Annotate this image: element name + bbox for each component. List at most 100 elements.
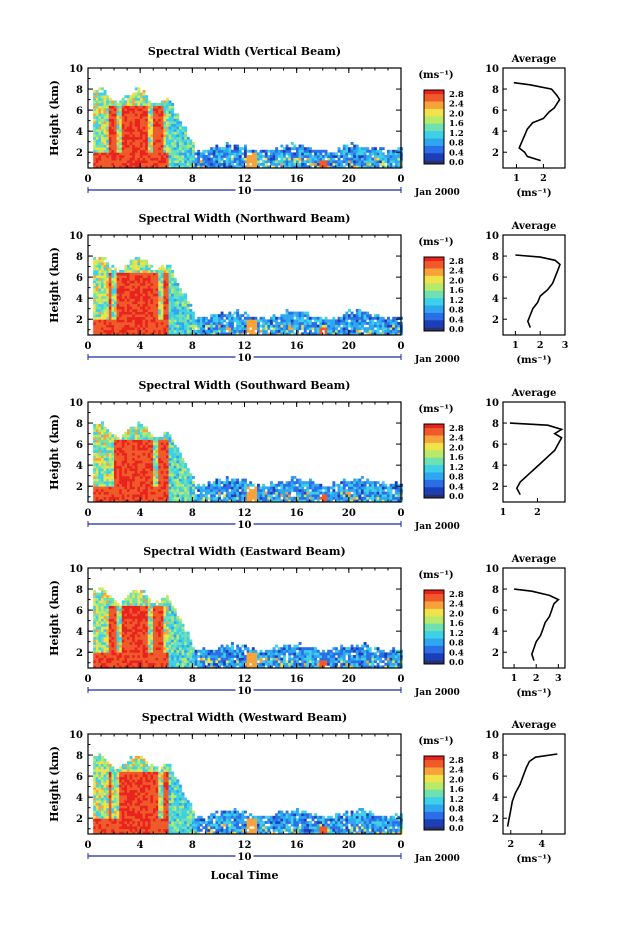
- heatmap-cell: [142, 95, 146, 99]
- heatmap-cell: [397, 322, 401, 325]
- heatmap-cell: [93, 290, 97, 294]
- heatmap-cell: [95, 494, 99, 498]
- heatmap-cell: [358, 322, 362, 325]
- heatmap-cell: [137, 429, 141, 433]
- heatmap-cell: [103, 100, 107, 104]
- heatmap-cell: [163, 303, 167, 307]
- heatmap-cell: [168, 301, 172, 305]
- heatmap-cell: [236, 324, 240, 328]
- heatmap-cell: [186, 319, 190, 323]
- heatmap-cell: [280, 160, 284, 164]
- heatmap-cell: [314, 165, 318, 169]
- heatmap-cell: [397, 483, 401, 487]
- heatmap-cell: [244, 481, 247, 485]
- heatmap-cell: [140, 319, 143, 323]
- heatmap-cell: [150, 165, 154, 169]
- heatmap-cell: [111, 476, 115, 479]
- heatmap-cell: [223, 162, 227, 166]
- heatmap-cell: [93, 160, 97, 164]
- heatmap-cell: [345, 144, 349, 148]
- heatmap-cell: [311, 496, 315, 500]
- average-profile-line: [513, 81, 561, 162]
- heatmap-cell: [145, 272, 149, 276]
- heatmap-cell: [238, 322, 242, 325]
- heatmap-cell: [228, 155, 232, 158]
- heatmap-cell: [223, 494, 227, 498]
- heatmap-cell: [124, 162, 128, 166]
- heatmap-cell: [98, 483, 102, 487]
- heatmap-cell: [238, 324, 242, 328]
- heatmap-cell: [220, 157, 224, 161]
- heatmap-cell: [324, 494, 328, 498]
- heatmap-cell: [158, 108, 162, 112]
- heatmap-cell: [236, 319, 240, 323]
- heatmap-cell: [285, 329, 289, 333]
- heatmap-cell: [134, 95, 138, 99]
- heatmap-cell: [129, 455, 133, 459]
- heatmap-cell: [137, 426, 141, 430]
- heatmap-cell: [220, 332, 224, 336]
- heatmap-cell: [145, 285, 149, 289]
- heatmap-cell: [228, 324, 232, 328]
- heatmap-cell: [275, 499, 279, 503]
- heatmap-cell: [140, 499, 143, 503]
- heatmap-cell: [348, 157, 351, 161]
- heatmap-cell: [108, 463, 112, 466]
- heatmap-cell: [192, 327, 195, 331]
- heatmap-cell: [166, 431, 169, 435]
- heatmap-cell: [121, 288, 125, 292]
- heatmap-cell: [158, 103, 162, 106]
- heatmap-cell: [103, 314, 107, 318]
- heatmap-cell: [176, 152, 180, 156]
- heatmap-cell: [314, 160, 318, 164]
- heatmap-cell: [376, 486, 380, 490]
- heatmap-cell: [114, 316, 117, 320]
- heatmap-cell: [153, 322, 156, 325]
- heatmap-cell: [98, 160, 102, 164]
- heatmap-cell: [98, 100, 102, 104]
- heatmap-cell: [108, 455, 112, 459]
- heatmap-cell: [322, 322, 325, 325]
- heatmap-cell: [155, 142, 159, 145]
- heatmap-cell: [251, 491, 255, 495]
- heatmap-cell: [272, 491, 276, 495]
- heatmap-cell: [129, 309, 133, 312]
- heatmap-cell: [153, 123, 156, 127]
- heatmap-cell: [176, 311, 180, 315]
- heatmap-cell: [93, 457, 97, 461]
- heatmap-cell: [238, 329, 242, 333]
- heatmap-cell: [184, 298, 188, 302]
- heatmap-cell: [309, 165, 312, 169]
- heatmap-cell: [155, 478, 159, 482]
- heatmap-cell: [176, 147, 180, 151]
- heatmap-cell: [153, 155, 156, 158]
- heatmap-cell: [384, 155, 388, 158]
- heatmap-cell: [121, 470, 125, 474]
- heatmap-cell: [184, 149, 188, 153]
- heatmap-cell: [121, 277, 125, 281]
- heatmap-cell: [176, 113, 180, 117]
- heatmap-cell: [350, 499, 354, 503]
- heatmap-cell: [166, 134, 169, 138]
- heatmap-cell: [241, 327, 245, 331]
- heatmap-cell: [95, 450, 99, 453]
- heatmap-cell: [394, 327, 398, 331]
- heatmap-cell: [345, 160, 349, 164]
- heatmap-cell: [192, 324, 195, 328]
- heatmap-cell: [160, 165, 164, 169]
- heatmap-cell: [150, 494, 154, 498]
- heatmap-cell: [116, 496, 120, 500]
- heatmap-cell: [332, 322, 336, 325]
- heatmap-cell: [119, 499, 123, 503]
- heatmap-cell: [272, 316, 276, 320]
- heatmap-cell: [145, 447, 149, 451]
- heatmap-cell: [283, 496, 286, 500]
- avg-x-label: (ms⁻¹): [516, 188, 551, 199]
- heatmap-cell: [257, 496, 260, 500]
- heatmap-cell: [108, 452, 112, 456]
- heatmap-cell: [171, 322, 175, 325]
- heatmap-cell: [116, 118, 120, 122]
- heatmap-cell: [140, 162, 143, 166]
- heatmap-cell: [381, 319, 385, 323]
- heatmap-cell: [366, 499, 370, 503]
